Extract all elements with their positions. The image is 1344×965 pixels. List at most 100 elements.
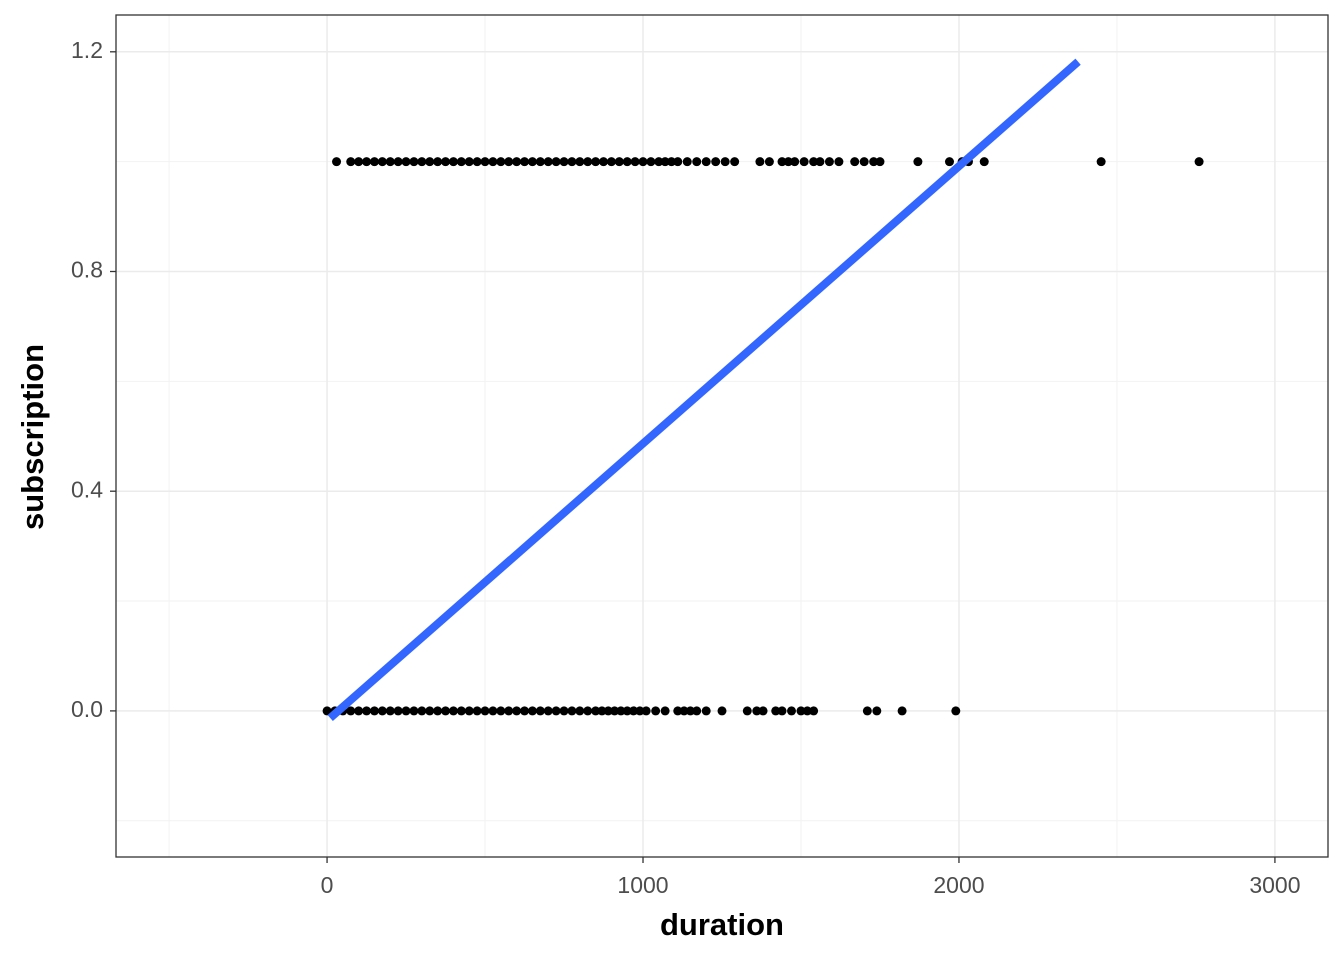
point (666, 157, 676, 167)
point (504, 157, 514, 167)
point (742, 706, 752, 716)
point (535, 157, 545, 167)
fit-line (327, 58, 1081, 722)
point (362, 706, 372, 716)
point (859, 157, 869, 167)
point (417, 706, 427, 716)
point (567, 706, 577, 716)
point (711, 157, 721, 167)
point (527, 157, 537, 167)
point (622, 157, 632, 167)
point (638, 157, 648, 167)
point (872, 706, 882, 716)
point (332, 157, 342, 167)
point (448, 706, 458, 716)
y-tick-label: 0.8 (71, 257, 103, 283)
point (796, 706, 806, 716)
point (369, 706, 379, 716)
point (809, 157, 819, 167)
point (354, 706, 364, 716)
point (979, 157, 989, 167)
point (385, 706, 395, 716)
point (862, 706, 872, 716)
point (575, 706, 585, 716)
point (944, 157, 954, 167)
y-tick-label: 1.2 (71, 37, 103, 63)
point (559, 157, 569, 167)
point (464, 157, 474, 167)
point (758, 706, 768, 716)
point (815, 157, 825, 167)
point (559, 706, 569, 716)
point (520, 157, 530, 167)
x-axis-title: duration (660, 907, 784, 942)
point (346, 157, 356, 167)
point (730, 157, 740, 167)
point (897, 706, 907, 716)
point (567, 157, 577, 167)
x-tick-label: 0 (321, 872, 334, 898)
point (614, 157, 624, 167)
point (682, 157, 692, 167)
point (543, 706, 553, 716)
point (417, 157, 427, 167)
point (651, 706, 661, 716)
point (635, 706, 645, 716)
point (346, 706, 356, 716)
point (433, 706, 443, 716)
point (660, 157, 670, 167)
point (425, 157, 435, 167)
point (951, 706, 961, 716)
point (456, 706, 466, 716)
point (824, 157, 834, 167)
x-tick-label: 3000 (1249, 872, 1300, 898)
x-tick-label: 2000 (933, 872, 984, 898)
point (441, 157, 451, 167)
point (597, 706, 607, 716)
point (685, 706, 695, 716)
point (673, 157, 683, 167)
point (583, 706, 593, 716)
point (850, 157, 860, 167)
point (377, 157, 387, 167)
point (717, 706, 727, 716)
point (692, 706, 702, 716)
point (583, 157, 593, 167)
point (480, 706, 490, 716)
point (433, 157, 443, 167)
point (616, 706, 626, 716)
point (603, 706, 613, 716)
point (543, 157, 553, 167)
point (472, 157, 482, 167)
point (464, 706, 474, 716)
point (1096, 157, 1106, 167)
point (622, 706, 632, 716)
point (512, 157, 522, 167)
panel-border (115, 14, 1329, 858)
point (783, 157, 793, 167)
point (720, 157, 730, 167)
point (799, 157, 809, 167)
point (393, 157, 403, 167)
point (480, 157, 490, 167)
point (369, 157, 379, 167)
point (646, 157, 656, 167)
point (409, 157, 419, 167)
point (512, 706, 522, 716)
x-tick-label: 1000 (617, 872, 668, 898)
point (496, 157, 506, 167)
marks (322, 58, 1204, 722)
point (409, 706, 419, 716)
point (401, 706, 411, 716)
point (692, 157, 702, 167)
point (385, 157, 395, 167)
point (393, 706, 403, 716)
point (599, 157, 609, 167)
point (575, 157, 585, 167)
point (496, 706, 506, 716)
point (425, 706, 435, 716)
point (401, 157, 411, 167)
point (322, 706, 332, 716)
